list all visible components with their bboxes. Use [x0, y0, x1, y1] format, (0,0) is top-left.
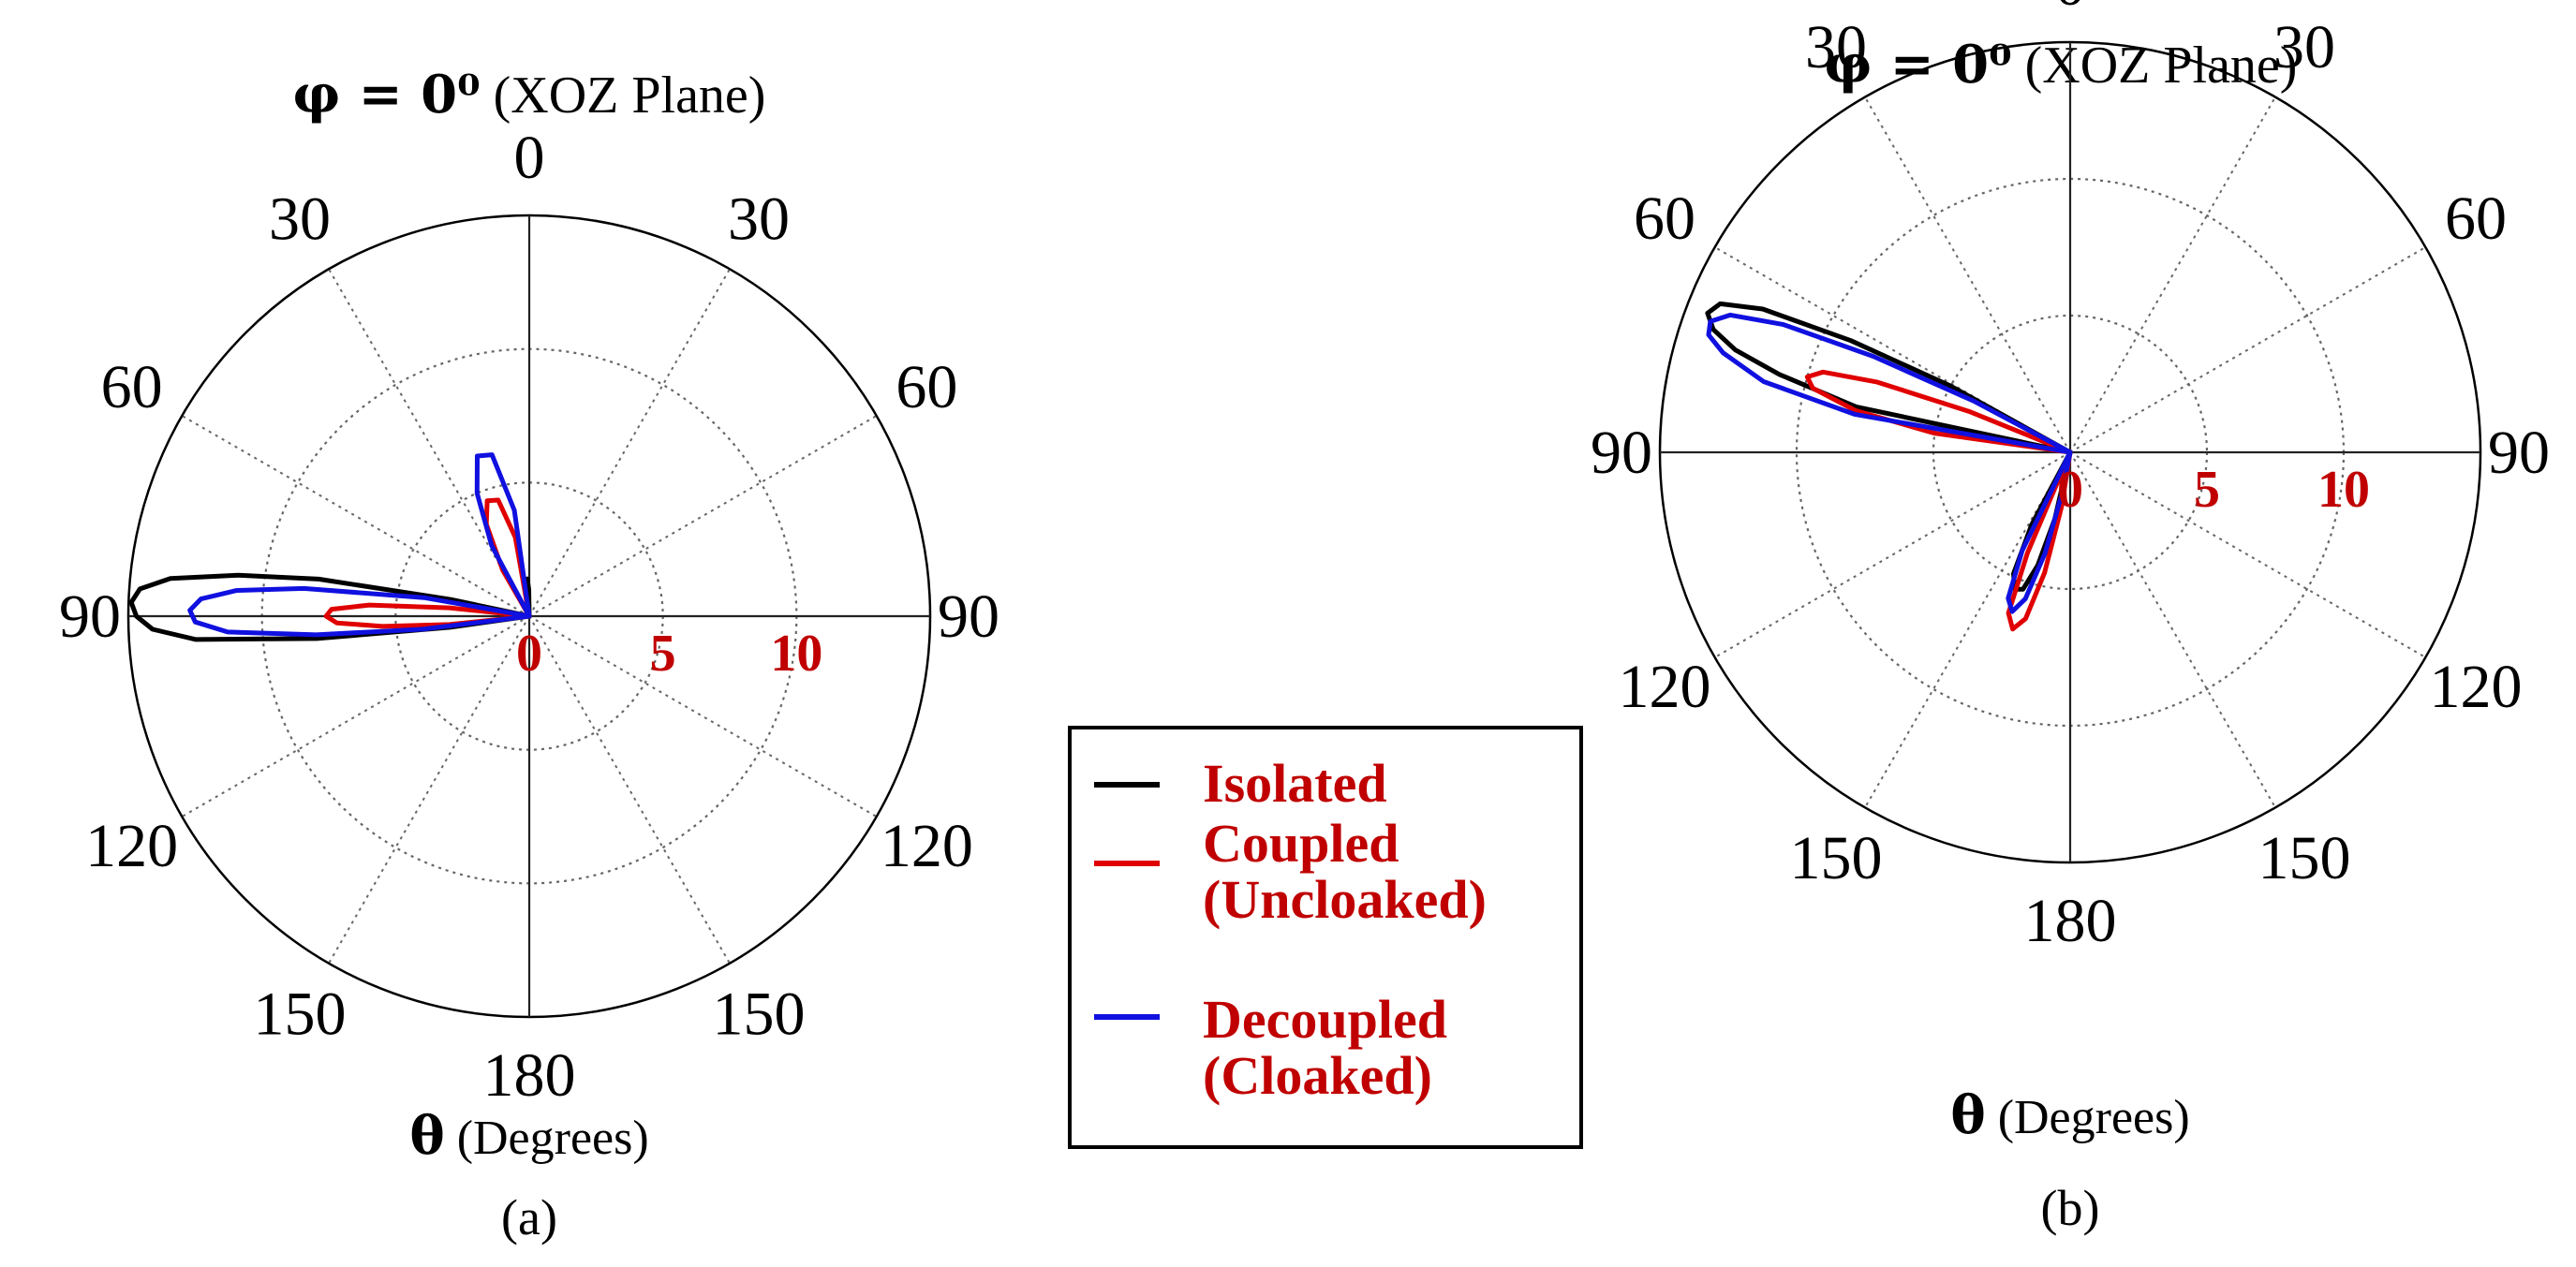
angle-tick-label: 90	[1591, 419, 1652, 487]
legend-label-decoupled: Decoupled (Cloaked)	[1203, 989, 1447, 1106]
legend-label-coupled: Coupled (Uncloaked)	[1203, 813, 1487, 930]
grid-spoke-60	[2069, 246, 2426, 453]
grid-spoke-30	[2069, 96, 2276, 453]
legend-swatch-coupled	[1094, 861, 1160, 866]
angle-tick-label: 120	[2430, 653, 2523, 721]
angle-tick-label: 180	[483, 1041, 576, 1110]
grid-spoke-210	[1864, 451, 2071, 808]
grid-spoke-150	[2069, 451, 2276, 808]
angle-tick-label: 60	[896, 353, 957, 421]
angle-tick-label: 120	[85, 812, 178, 880]
panel-a-label: (a)	[501, 1189, 557, 1245]
angle-tick-label: 60	[101, 353, 163, 421]
grid-spoke-240	[181, 615, 530, 818]
angle-tick-label: 0	[2055, 0, 2086, 19]
grid-spoke-120	[2069, 451, 2426, 658]
grid-spoke-330	[1864, 96, 2071, 453]
panel-a-series	[128, 452, 532, 642]
angle-tick-label: 180	[2024, 887, 2117, 955]
panel-a-title: φ = 0⁰ (XOZ Plane)	[293, 64, 766, 125]
angle-tick-label: 150	[254, 980, 347, 1048]
angle-tick-label: 90	[2488, 419, 2550, 487]
panel-b-axis-label: θ (Degrees)	[1950, 1084, 2189, 1146]
panel-b-series	[1705, 301, 2073, 632]
grid-spoke-210	[328, 615, 530, 965]
legend-swatch-decoupled	[1094, 1014, 1160, 1020]
polar-panel-a: φ = 0⁰ (XOZ Plane) 0 30 60 90 120 150 180 150 12…	[59, 64, 999, 1245]
angle-tick-label: 30	[269, 185, 331, 254]
series-line-isolated	[128, 572, 532, 642]
radial-tick-label: 5	[650, 625, 676, 683]
series-line-isolated	[1705, 301, 2073, 592]
angle-tick-label: 150	[2258, 824, 2351, 892]
legend: Isolated Coupled (Uncloaked) Decoupled (…	[1068, 726, 1583, 1149]
radial-tick-label: 10	[770, 625, 822, 683]
angle-tick-label: 30	[728, 185, 790, 254]
grid-spoke-240	[1714, 451, 2071, 658]
legend-swatch-isolated	[1094, 782, 1160, 788]
grid-spoke-60	[528, 415, 878, 617]
series-line-decoupled	[1706, 312, 2073, 614]
angle-tick-label: 120	[881, 812, 973, 880]
angle-tick-label: 30	[2273, 13, 2335, 81]
series-line-coupled	[323, 497, 532, 629]
grid-spoke-120	[528, 615, 878, 818]
panel-b-title: φ = 0⁰ (XOZ Plane)	[1825, 34, 2298, 96]
panel-a-labels: 0 30 60 90 120 150 180 150 120 90 60 30 0 5 10	[59, 124, 999, 1110]
legend-label-isolated: Isolated	[1203, 753, 1387, 814]
angle-tick-label: 90	[938, 582, 999, 651]
polar-panel-b: φ = 0⁰ (XOZ Plane) 0 30 60 90 120 150 180 150 12…	[1591, 0, 2550, 1236]
angle-tick-label: 0	[514, 124, 545, 192]
angle-tick-label: 120	[1618, 653, 1710, 721]
angle-tick-label: 30	[1805, 13, 1867, 81]
series-line-coupled	[1804, 369, 2073, 632]
grid-spoke-150	[528, 615, 731, 965]
angle-tick-label: 60	[2445, 184, 2507, 253]
angle-tick-label: 150	[1790, 824, 1883, 892]
panel-a-axis-label: θ (Degrees)	[409, 1105, 648, 1167]
radial-tick-label: 0	[516, 625, 542, 683]
series-line-decoupled	[187, 452, 532, 638]
grid-spoke-30	[528, 268, 731, 617]
angle-tick-label: 90	[59, 582, 121, 651]
radial-tick-label: 0	[2057, 461, 2083, 519]
radial-tick-label: 5	[2194, 461, 2220, 519]
radial-tick-label: 10	[2317, 461, 2370, 519]
panel-b-label: (b)	[2041, 1180, 2100, 1236]
panel-b-labels: 0 30 60 90 120 150 180 150 120 90 60 30 0 5 10	[1591, 0, 2550, 955]
angle-tick-label: 150	[713, 980, 806, 1048]
angle-tick-label: 60	[1634, 184, 1695, 253]
